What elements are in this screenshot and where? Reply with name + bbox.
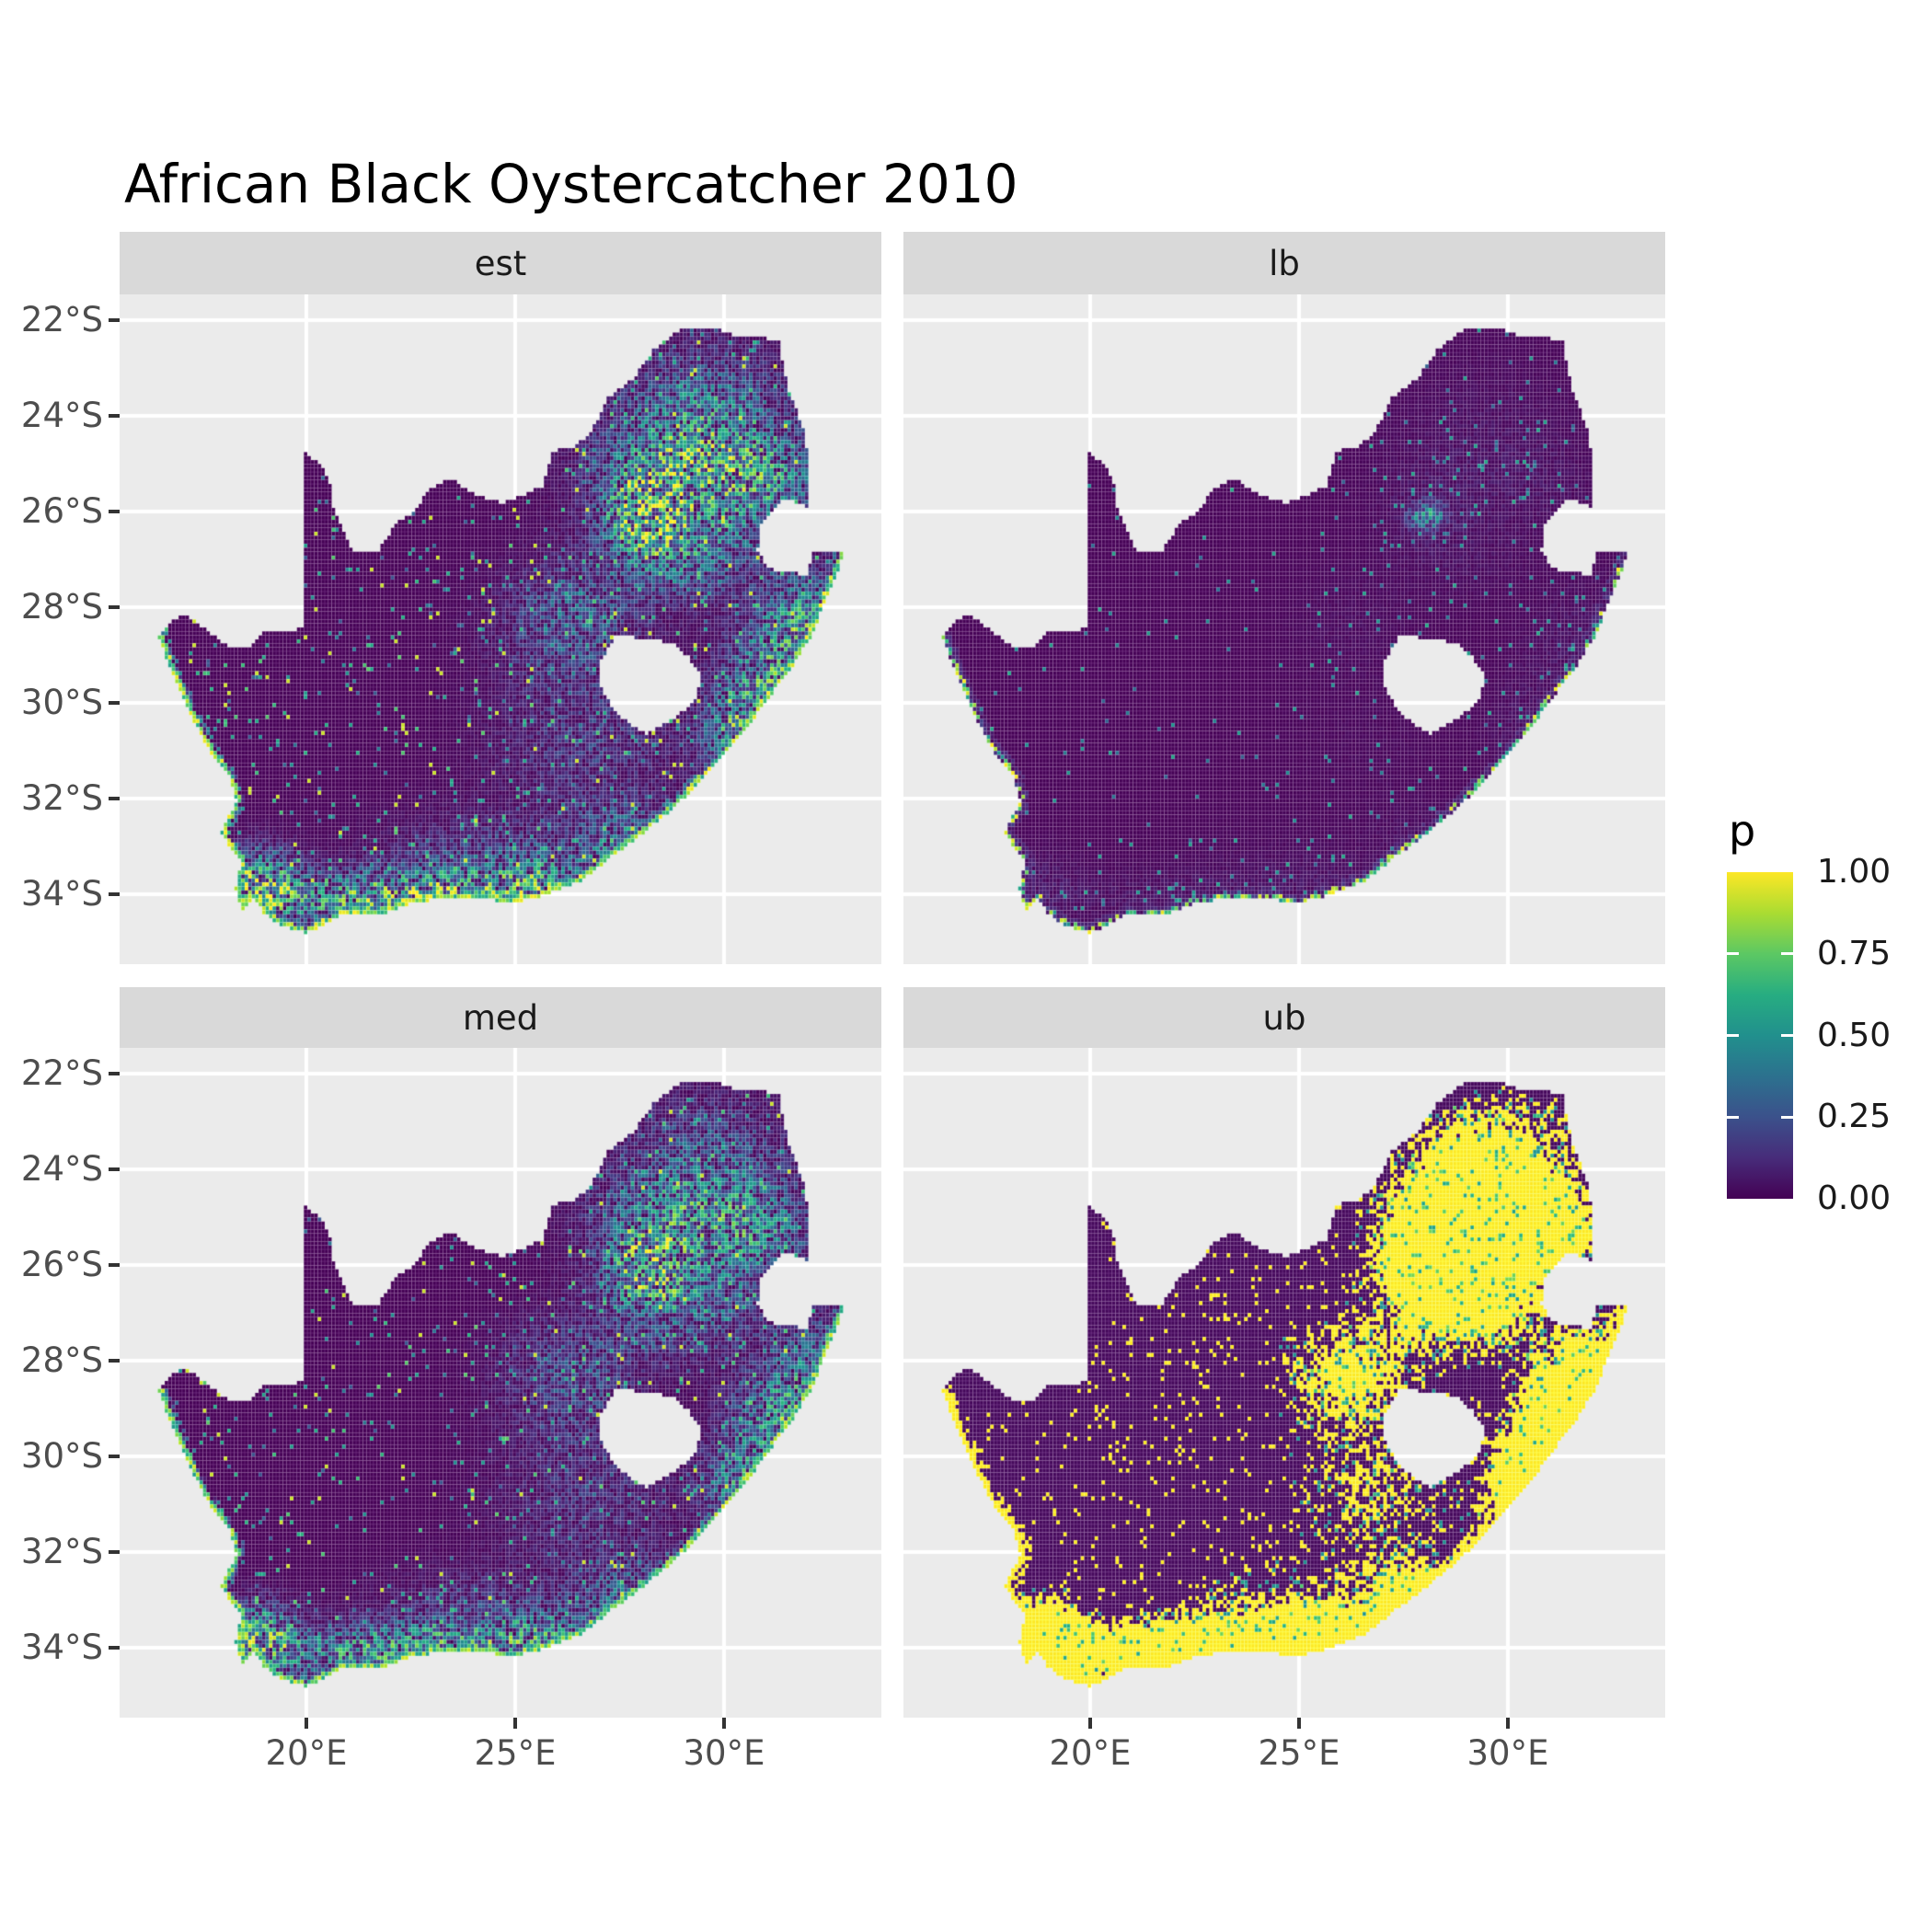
y-axis-tick (109, 414, 120, 418)
x-axis-tick (1297, 1718, 1301, 1729)
x-axis-tick (1088, 1718, 1092, 1729)
legend-tick-label: 0.75 (1817, 934, 1892, 972)
map-panel-lb (903, 294, 1665, 964)
facet-strip-lb: lb (903, 232, 1665, 294)
legend-tick-label: 0.25 (1817, 1098, 1892, 1136)
y-axis-label: 22°S (20, 1053, 103, 1093)
legend-tick (1781, 952, 1793, 956)
x-axis-label: 30°E (1466, 1733, 1549, 1773)
x-axis-label: 25°E (1258, 1733, 1340, 1773)
y-axis-tick (109, 318, 120, 322)
legend-title: p (1729, 806, 1756, 856)
legend-tick-label: 0.50 (1817, 1016, 1892, 1054)
y-axis-tick (109, 701, 120, 705)
y-axis-label: 26°S (20, 491, 103, 531)
legend-tick-label: 1.00 (1817, 853, 1892, 891)
legend-tick (1781, 1034, 1793, 1037)
y-axis-tick (109, 892, 120, 896)
facet-strip-ub: ub (903, 987, 1665, 1048)
y-axis-tick (109, 1550, 120, 1554)
map-panel-ub (903, 1048, 1665, 1718)
legend-tick (1727, 1034, 1739, 1037)
x-axis-label: 20°E (1049, 1733, 1132, 1773)
map-panel-est (120, 294, 881, 964)
map-panel-med (120, 1048, 881, 1718)
plot-title: African Black Oystercatcher 2010 (124, 153, 1018, 215)
y-axis-tick (109, 1359, 120, 1363)
x-axis-tick (1506, 1718, 1510, 1729)
y-axis-label: 30°S (20, 1436, 103, 1476)
y-axis-label: 32°S (20, 1532, 103, 1571)
y-axis-label: 26°S (20, 1245, 103, 1284)
x-axis-label: 25°E (474, 1733, 557, 1773)
legend-tick (1781, 1115, 1793, 1119)
y-axis-label: 24°S (20, 396, 103, 435)
y-axis-tick (109, 510, 120, 513)
facet-strip-label-est: est (474, 243, 527, 283)
legend-tick (1727, 952, 1739, 956)
x-axis-label: 30°E (683, 1733, 765, 1773)
x-axis-tick (305, 1718, 308, 1729)
y-axis-tick (109, 605, 120, 609)
x-axis-tick (722, 1718, 726, 1729)
y-axis-label: 32°S (20, 778, 103, 818)
y-axis-label: 28°S (20, 587, 103, 627)
y-axis-tick (109, 1167, 120, 1171)
facet-strip-med: med (120, 987, 881, 1048)
x-axis-label: 20°E (265, 1733, 348, 1773)
legend-tick-label: 0.00 (1817, 1179, 1892, 1217)
y-axis-tick (109, 1263, 120, 1267)
legend-tick (1727, 1115, 1739, 1119)
y-axis-label: 30°S (20, 683, 103, 722)
facet-strip-est: est (120, 232, 881, 294)
facet-strip-label-lb: lb (1269, 243, 1300, 283)
legend-colorbar (1727, 872, 1793, 1199)
y-axis-label: 34°S (20, 1627, 103, 1667)
y-axis-tick (109, 1455, 120, 1458)
y-axis-label: 28°S (20, 1340, 103, 1380)
facet-strip-label-med: med (462, 997, 539, 1038)
y-axis-label: 24°S (20, 1149, 103, 1189)
y-axis-label: 22°S (20, 300, 103, 339)
x-axis-tick (513, 1718, 517, 1729)
y-axis-tick (109, 1072, 120, 1075)
y-axis-tick (109, 797, 120, 800)
facet-strip-label-ub: ub (1262, 997, 1306, 1038)
y-axis-label: 34°S (20, 874, 103, 914)
y-axis-tick (109, 1646, 120, 1650)
